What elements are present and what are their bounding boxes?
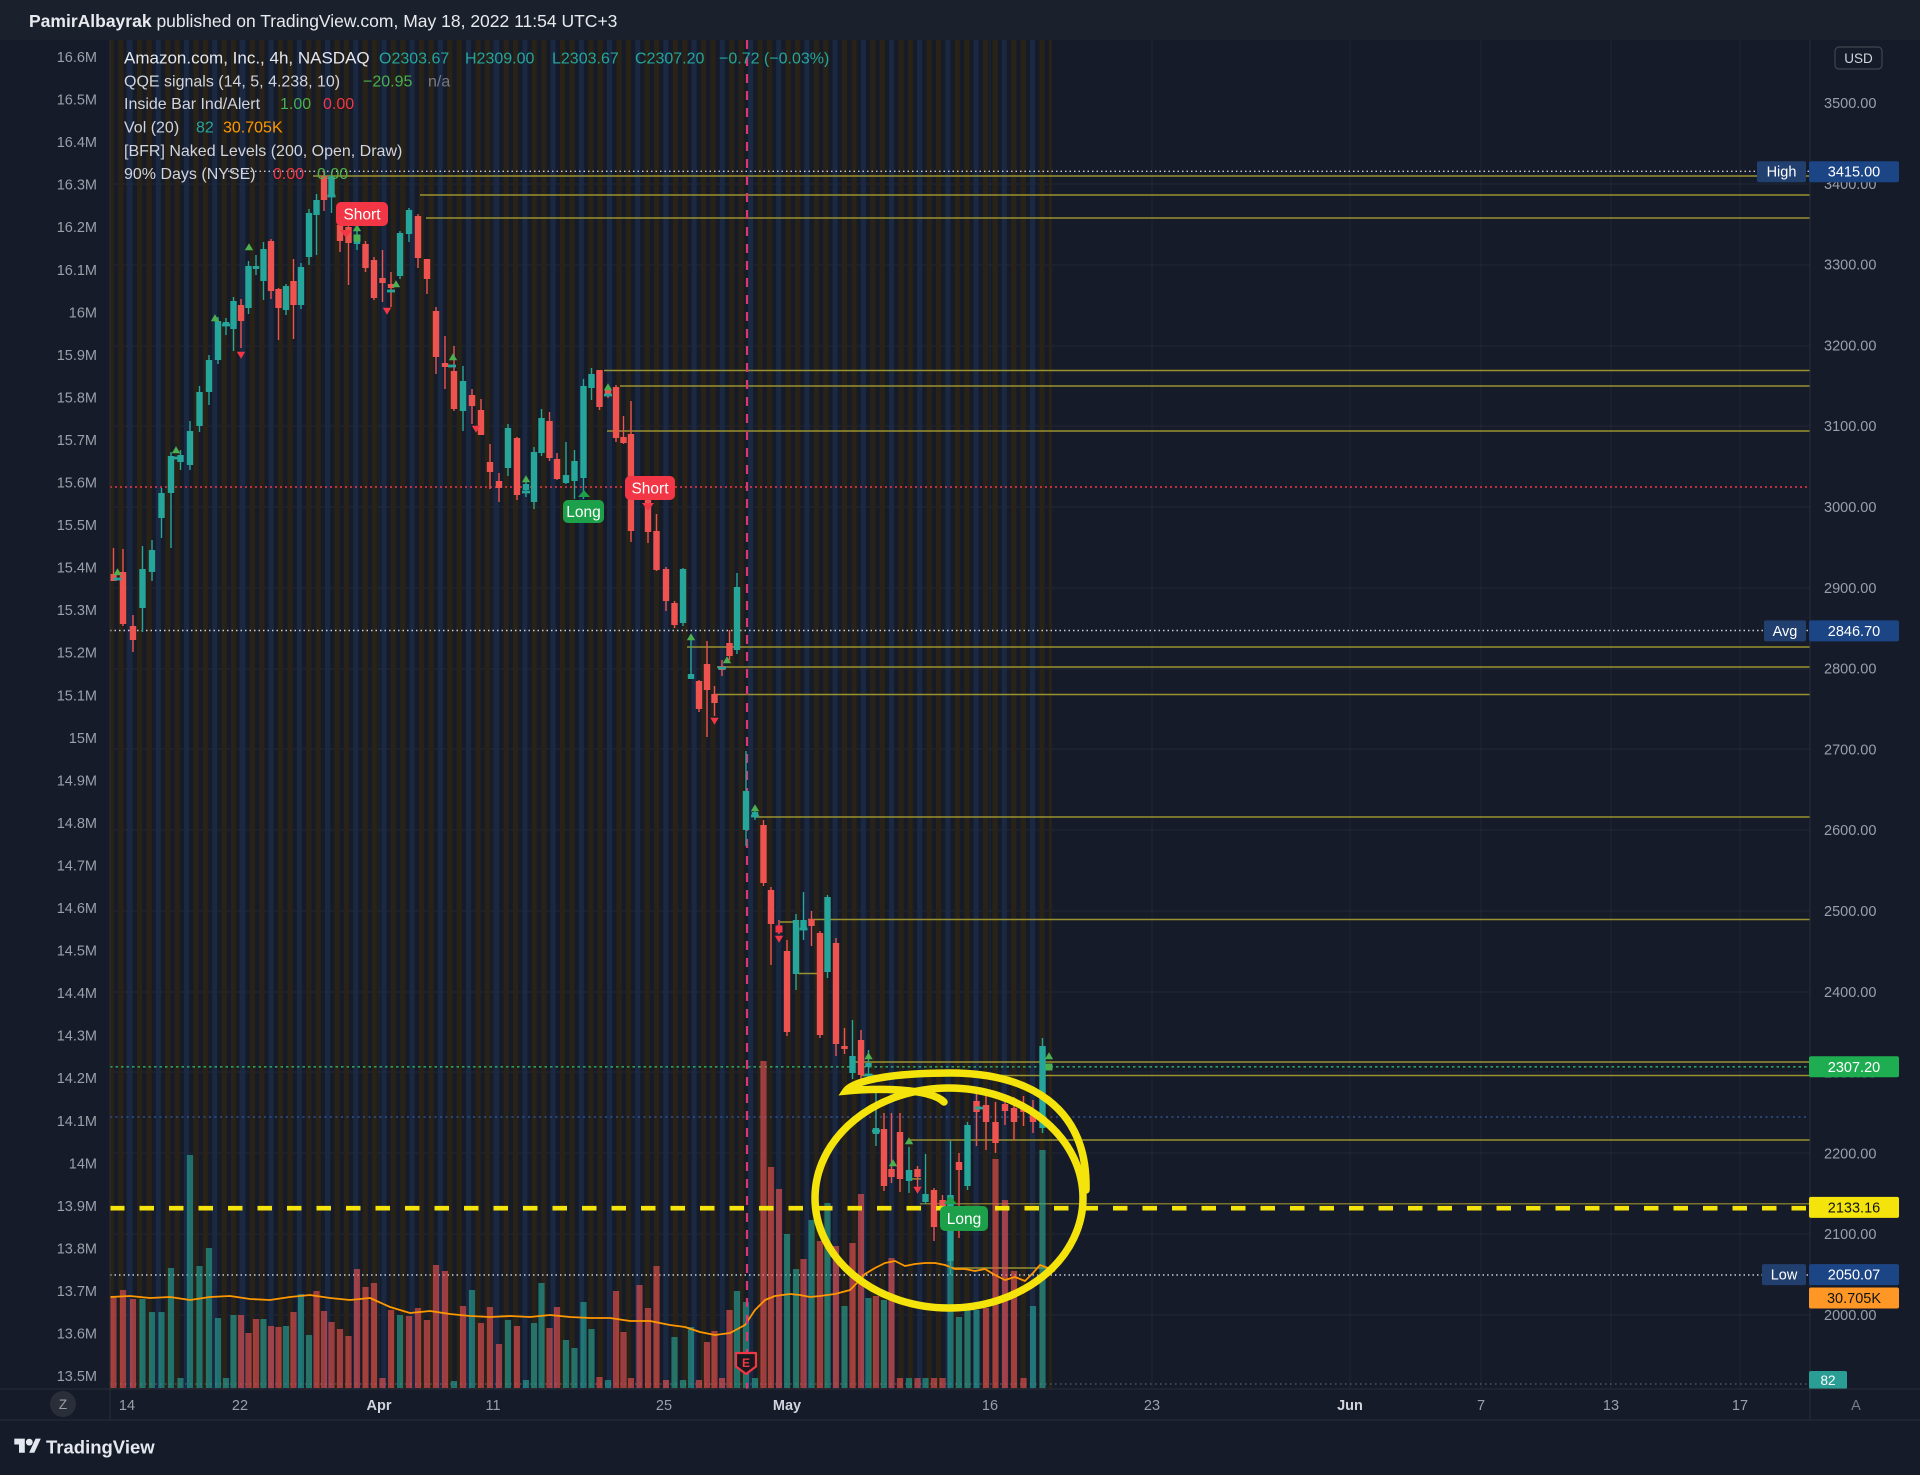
svg-text:2307.20: 2307.20: [1828, 1060, 1880, 1076]
svg-text:2200.00: 2200.00: [1824, 1146, 1876, 1162]
svg-text:16.3M: 16.3M: [57, 178, 97, 194]
svg-text:0.00: 0.00: [273, 166, 304, 183]
svg-text:−0.72 (−0.03%): −0.72 (−0.03%): [719, 51, 829, 68]
svg-text:16.4M: 16.4M: [57, 135, 97, 151]
svg-text:H2309.00: H2309.00: [465, 51, 534, 68]
svg-text:82: 82: [1820, 1373, 1835, 1388]
svg-text:2133.16: 2133.16: [1828, 1200, 1880, 1216]
svg-text:15.1M: 15.1M: [57, 688, 97, 704]
svg-text:Inside Bar Ind/Alert: Inside Bar Ind/Alert: [124, 96, 261, 113]
svg-text:14.9M: 14.9M: [57, 773, 97, 789]
svg-text:30.705K: 30.705K: [1827, 1291, 1881, 1307]
svg-text:2050.07: 2050.07: [1828, 1268, 1880, 1284]
svg-text:TradingView: TradingView: [46, 1437, 155, 1458]
svg-text:14.5M: 14.5M: [57, 944, 97, 960]
svg-text:23: 23: [1144, 1398, 1160, 1414]
svg-text:3200.00: 3200.00: [1824, 338, 1876, 354]
svg-text:2400.00: 2400.00: [1824, 985, 1876, 1001]
svg-text:2846.70: 2846.70: [1828, 624, 1880, 640]
svg-text:17: 17: [1732, 1398, 1748, 1414]
svg-text:0.00: 0.00: [317, 166, 348, 183]
svg-text:Low: Low: [1771, 1268, 1798, 1284]
svg-text:15.8M: 15.8M: [57, 390, 97, 406]
svg-text:Avg: Avg: [1773, 624, 1798, 640]
svg-text:2100.00: 2100.00: [1824, 1227, 1876, 1243]
svg-text:Short: Short: [343, 207, 381, 224]
svg-text:Apr: Apr: [367, 1398, 392, 1414]
svg-text:L2303.67: L2303.67: [552, 51, 619, 68]
svg-text:−20.95: −20.95: [363, 74, 412, 91]
svg-text:[BFR] Naked Levels (200, Open,: [BFR] Naked Levels (200, Open, Draw): [124, 143, 402, 160]
svg-text:16.5M: 16.5M: [57, 93, 97, 109]
svg-text:14.3M: 14.3M: [57, 1029, 97, 1045]
svg-text:15.5M: 15.5M: [57, 518, 97, 534]
svg-text:2600.00: 2600.00: [1824, 823, 1876, 839]
svg-text:n/a: n/a: [428, 74, 450, 91]
svg-text:82: 82: [196, 120, 214, 137]
svg-text:A: A: [1851, 1398, 1861, 1414]
svg-text:25: 25: [656, 1398, 672, 1414]
svg-text:3300.00: 3300.00: [1824, 258, 1876, 274]
svg-text:13.9M: 13.9M: [57, 1199, 97, 1215]
svg-text:14.1M: 14.1M: [57, 1114, 97, 1130]
svg-text:13: 13: [1603, 1398, 1619, 1414]
svg-text:USD: USD: [1844, 51, 1873, 66]
svg-text:2900.00: 2900.00: [1824, 581, 1876, 597]
svg-text:High: High: [1767, 165, 1797, 181]
svg-text:2000.00: 2000.00: [1824, 1308, 1876, 1324]
svg-text:15.9M: 15.9M: [57, 348, 97, 364]
svg-text:15.6M: 15.6M: [57, 476, 97, 492]
svg-text:14.6M: 14.6M: [57, 901, 97, 917]
svg-text:13.8M: 13.8M: [57, 1241, 97, 1257]
svg-text:15.4M: 15.4M: [57, 561, 97, 577]
svg-text:16.2M: 16.2M: [57, 220, 97, 236]
svg-text:22: 22: [232, 1398, 248, 1414]
svg-text:90% Days (NYSE): 90% Days (NYSE): [124, 166, 256, 183]
svg-text:3100.00: 3100.00: [1824, 419, 1876, 435]
svg-text:May: May: [773, 1398, 801, 1414]
svg-text:15.3M: 15.3M: [57, 603, 97, 619]
svg-text:15.2M: 15.2M: [57, 646, 97, 662]
svg-text:0.00: 0.00: [323, 96, 354, 113]
svg-text:3500.00: 3500.00: [1824, 96, 1876, 112]
svg-text:3415.00: 3415.00: [1828, 165, 1880, 181]
svg-text:14.2M: 14.2M: [57, 1071, 97, 1087]
svg-text:E: E: [742, 1356, 750, 1370]
svg-text:Long: Long: [947, 1211, 981, 1228]
svg-text:Z: Z: [59, 1397, 67, 1412]
svg-text:2800.00: 2800.00: [1824, 662, 1876, 678]
svg-text:16.1M: 16.1M: [57, 263, 97, 279]
svg-text:C2307.20: C2307.20: [635, 51, 704, 68]
svg-text:14.4M: 14.4M: [57, 986, 97, 1002]
svg-text:13.5M: 13.5M: [57, 1369, 97, 1385]
svg-text:30.705K: 30.705K: [223, 120, 283, 137]
svg-text:14M: 14M: [69, 1156, 97, 1172]
svg-text:11: 11: [485, 1398, 500, 1414]
svg-text:QQE signals (14, 5, 4.238, 10): QQE signals (14, 5, 4.238, 10): [124, 74, 340, 91]
svg-text:Long: Long: [566, 504, 600, 521]
svg-text:2700.00: 2700.00: [1824, 742, 1876, 758]
svg-text:2500.00: 2500.00: [1824, 904, 1876, 920]
svg-text:15.7M: 15.7M: [57, 433, 97, 449]
svg-text:14.7M: 14.7M: [57, 858, 97, 874]
svg-text:13.7M: 13.7M: [57, 1284, 97, 1300]
svg-text:3000.00: 3000.00: [1824, 500, 1876, 516]
svg-text:13.6M: 13.6M: [57, 1327, 97, 1343]
svg-text:Amazon.com, Inc., 4h, NASDAQ: Amazon.com, Inc., 4h, NASDAQ: [124, 49, 370, 68]
svg-text:O2303.67: O2303.67: [379, 51, 449, 68]
svg-text:Short: Short: [631, 481, 669, 498]
svg-text:16.6M: 16.6M: [57, 50, 97, 66]
svg-text:1.00: 1.00: [280, 96, 311, 113]
svg-text:7: 7: [1477, 1398, 1485, 1414]
svg-text:16: 16: [982, 1398, 998, 1414]
svg-text:Jun: Jun: [1337, 1398, 1363, 1414]
svg-text:Vol (20): Vol (20): [124, 120, 179, 137]
svg-text:15M: 15M: [69, 731, 97, 747]
svg-text:14.8M: 14.8M: [57, 816, 97, 832]
svg-text:16M: 16M: [69, 305, 97, 321]
svg-text:14: 14: [119, 1398, 135, 1414]
svg-text:PamirAlbayrak published on Tra: PamirAlbayrak published on TradingView.c…: [29, 11, 617, 31]
